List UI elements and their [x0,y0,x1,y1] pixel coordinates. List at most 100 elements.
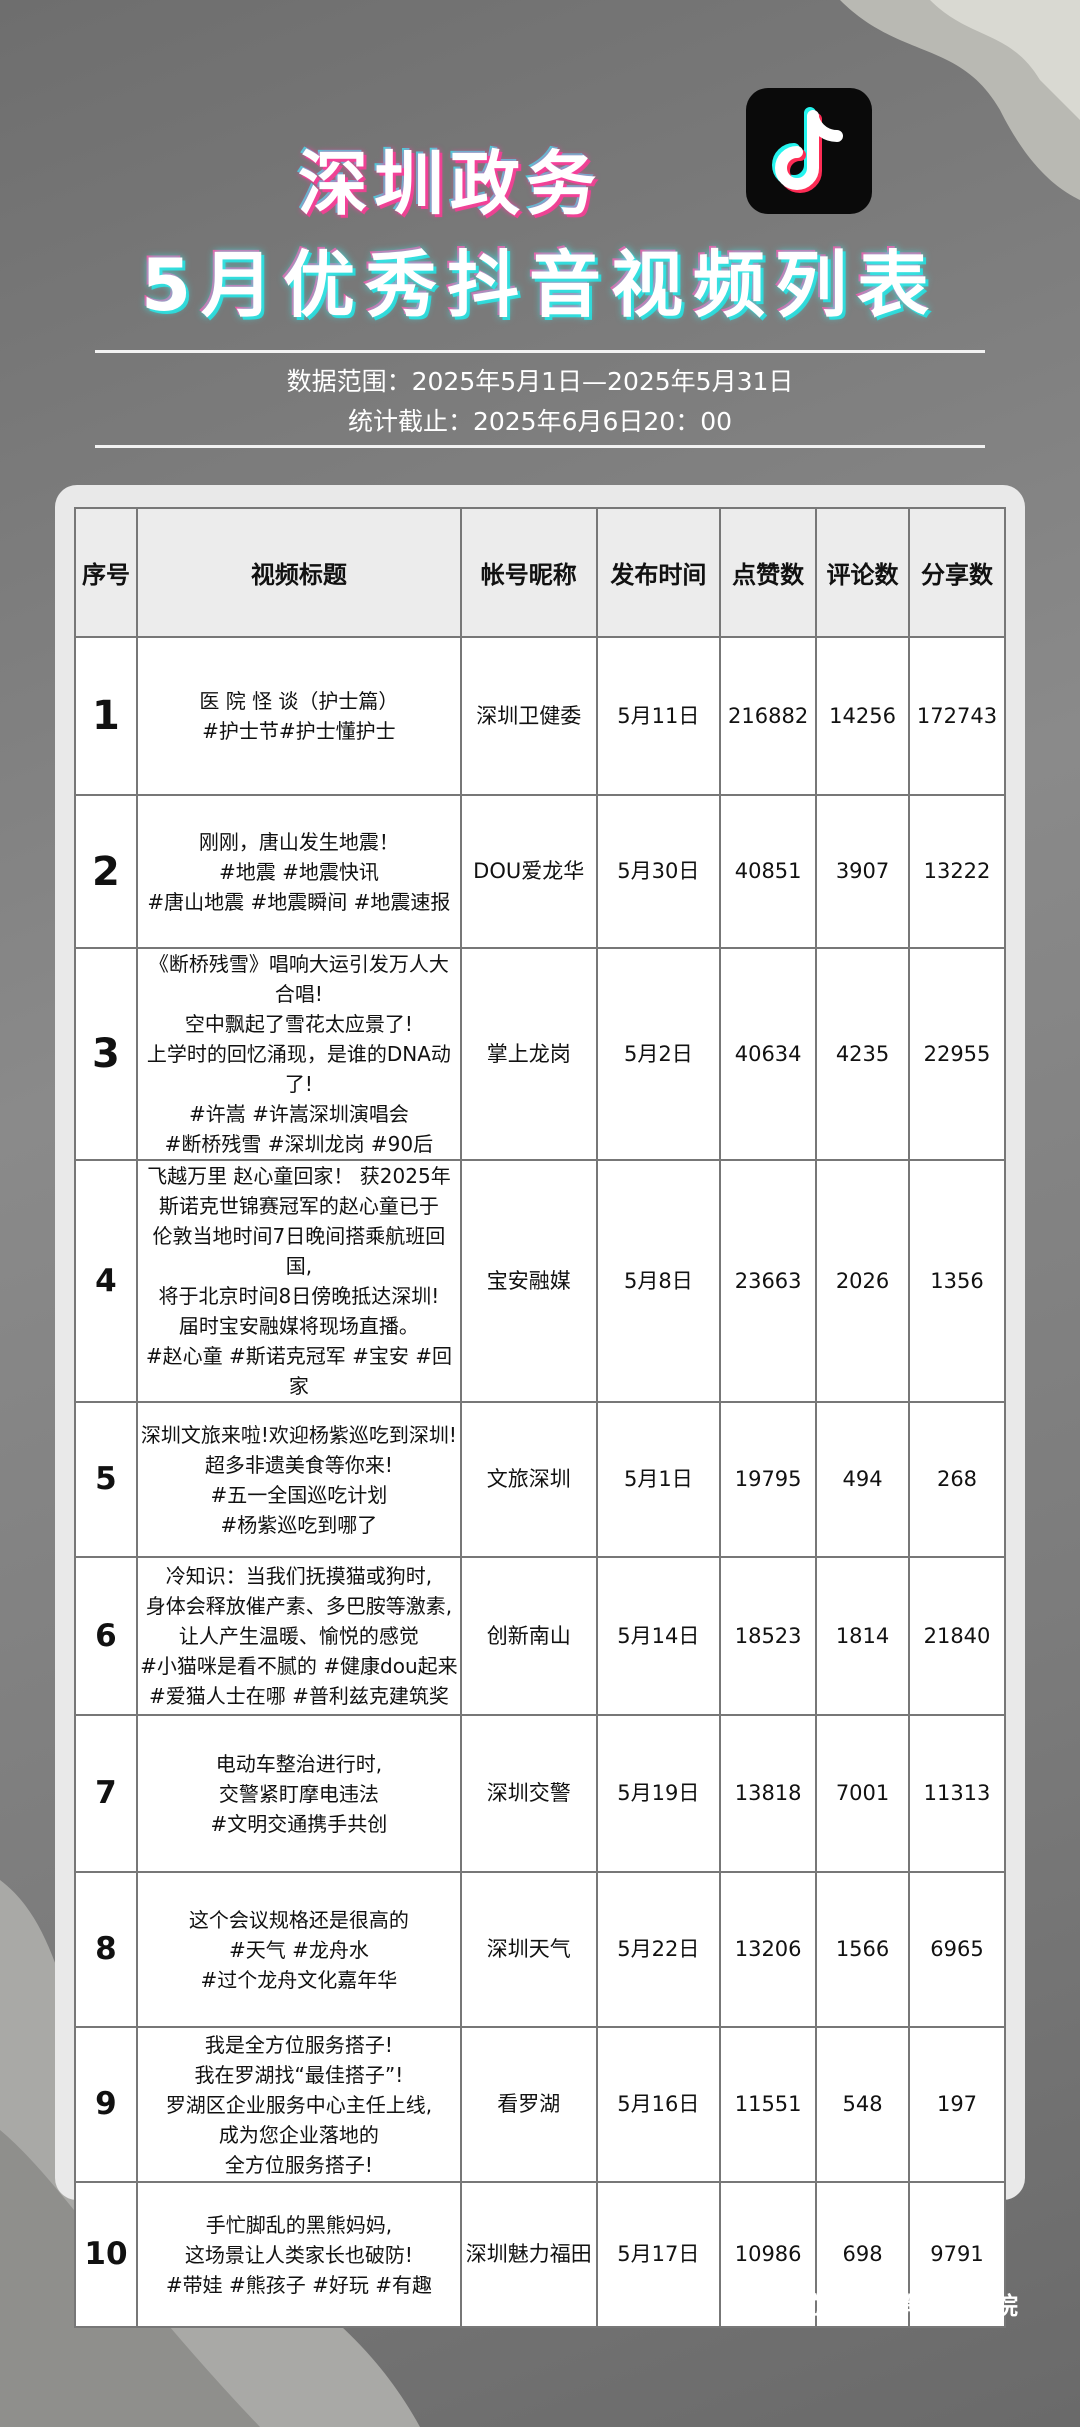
title-line: 飞越万里 赵心童回家！ 获2025年 [147,1164,451,1188]
tiktok-logo [746,88,872,214]
date-cell: 5月8日 [595,1159,722,1403]
table-row: 2 刚刚，唐山发生地震！ #地震 #地震快讯 #唐山地震 #地震瞬间 #地震速报 DOU… [74,794,1006,949]
title-line: 超多非遗美食等你来! [204,1452,393,1477]
likes-cell: 23663 [719,1159,818,1403]
account-cell: 掌上龙岗 [459,947,598,1161]
title-line: 交警紧盯摩电违法 [218,1781,379,1806]
date-cell: 5月1日 [595,1401,722,1558]
title-line: 刚刚，唐山发生地震！ [198,829,399,854]
title-line: #小猫咪是看不腻的 #健康dou起来 [140,1654,458,1678]
title-line: 这个会议规格还是很高的 [188,1907,409,1932]
title-line: #五一全国巡吃计划 [210,1482,388,1507]
decorative-wave-top [840,0,1080,200]
header-col-shares: 分享数 [908,507,1006,638]
shares-cell: 22955 [908,947,1006,1161]
rank-cell: 3 [74,947,138,1161]
title-cell: 医 院 怪 谈（护士篇） #护士节#护士懂护士 [135,636,462,796]
date-cell: 5月2日 [595,947,722,1161]
comments-cell: 7001 [815,1714,910,1873]
table-row: 8 这个会议规格还是很高的 #天气 #龙舟水 #过个龙舟文化嘉年华 深圳天气 5月22日 1… [74,1871,1006,2028]
title-line: 伦敦当地时间7日晚间搭乘航班回国, [152,1224,446,1278]
title-line: 这场景让人类家长也破防! [184,2242,413,2267]
likes-cell: 19795 [719,1401,818,1558]
comments-cell: 4235 [815,947,910,1161]
date-cell: 5月19日 [595,1714,722,1873]
title-line: 届时宝安融媒将现场直播。 [178,1314,419,1338]
rank-cell: 5 [74,1401,138,1558]
account-cell: 看罗湖 [459,2026,598,2183]
account-cell: 深圳卫健委 [459,636,598,796]
comments-cell: 1814 [815,1556,910,1716]
table-row: 3 《断桥残雪》唱响大运引发万人大合唱! 空中飘起了雪花太应景了! 上学时的回忆涌现，… [74,947,1006,1161]
table-row: 10 手忙脚乱的黑熊妈妈, 这场景让人类家长也破防! #带娃 #熊孩子 #好玩 #有趣… [74,2181,1006,2328]
shares-cell: 11313 [908,1714,1006,1873]
title-main: 深圳政务 [298,143,602,225]
shares-cell: 197 [908,2026,1006,2183]
likes-cell: 11551 [719,2026,818,2183]
account-cell: 深圳魅力福田 [459,2181,598,2328]
shares-cell: 13222 [908,794,1006,949]
title-line: #天气 #龙舟水 [228,1937,369,1962]
rank-cell: 6 [74,1556,138,1716]
likes-cell: 13818 [719,1714,818,1873]
shares-cell: 21840 [908,1556,1006,1716]
date-cell: 5月17日 [595,2181,722,2328]
title-cell: 冷知识：当我们抚摸猫或狗时, 身体会释放催产素、多巴胺等激素, 让人产生温暖、愉悦的… [135,1556,462,1716]
video-table: 序号 视频标题 帐号昵称 发布时间 点赞数 评论数 分享数 1 医 院 怪 谈（护士篇） #护士… [74,507,1006,2328]
title-line: #赵心童 #斯诺克冠军 #宝安 #回家 [145,1344,452,1398]
divider [95,350,985,353]
footer-credit: 出品单位 | 深圳舆情研究院 [728,2292,1018,2320]
title-sub: 5月优秀抖音视频列表 [140,243,940,327]
shares-cell: 1356 [908,1159,1006,1403]
header-col-title: 视频标题 [135,507,462,638]
title-line: 斯诺克世锦赛冠军的赵心童已于 [158,1194,439,1218]
title-line: 将于北京时间8日傍晚抵达深圳! [158,1284,440,1308]
title-line: #文明交通携手共创 [210,1811,388,1836]
title-line: #过个龙舟文化嘉年华 [200,1967,398,1992]
likes-cell: 10986 [719,2181,818,2328]
title-cell: 这个会议规格还是很高的 #天气 #龙舟水 #过个龙舟文化嘉年华 [135,1871,462,2028]
title-line: #断桥残雪 #深圳龙岗 #90后 [164,1132,434,1156]
title-line: 让人产生温暖、愉悦的感觉 [178,1624,419,1648]
title-line: #护士节#护士懂护士 [202,719,396,743]
title-cell: 《断桥残雪》唱响大运引发万人大合唱! 空中飘起了雪花太应景了! 上学时的回忆涌现，是… [135,947,462,1161]
account-cell: 创新南山 [459,1556,598,1716]
date-cell: 5月11日 [595,636,722,796]
table-row: 6 冷知识：当我们抚摸猫或狗时, 身体会释放催产素、多巴胺等激素, 让人产生温暖、愉悦… [74,1556,1006,1716]
comments-cell: 1566 [815,1871,910,2028]
likes-cell: 40634 [719,947,818,1161]
header-col-comments: 评论数 [815,507,910,638]
title-line: #爱猫人士在哪 #普利兹克建筑奖 [148,1684,449,1708]
title-line: #杨紫巡吃到哪了 [220,1512,378,1537]
title-line: 医 院 怪 谈（护士篇） [199,689,399,713]
title-line: 身体会释放催产素、多巴胺等激素, [145,1594,453,1618]
header-col-likes: 点赞数 [719,507,818,638]
table-row: 7 电动车整治进行时, 交警紧盯摩电违法 #文明交通携手共创 深圳交警 5月19日 1381… [74,1714,1006,1873]
shares-cell: 9791 [908,2181,1006,2328]
title-line: 手忙脚乱的黑熊妈妈, [205,2212,393,2237]
table-row: 5 深圳文旅来啦!欢迎杨紫巡吃到深圳! 超多非遗美食等你来! #五一全国巡吃计划 #杨紫… [74,1401,1006,1558]
likes-cell: 13206 [719,1871,818,2028]
rank-cell: 9 [74,2026,138,2183]
rank-cell: 8 [74,1871,138,2028]
rank-cell: 2 [74,794,138,949]
account-cell: 文旅深圳 [459,1401,598,1558]
comments-cell: 548 [815,2026,910,2183]
account-cell: DOU爱龙华 [459,794,598,949]
data-range: 数据范围：2025年5月1日—2025年5月31日 [286,367,794,396]
title-cell: 手忙脚乱的黑熊妈妈, 这场景让人类家长也破防! #带娃 #熊孩子 #好玩 #有趣 [135,2181,462,2328]
comments-cell: 3907 [815,794,910,949]
title-line: 罗湖区企业服务中心主任上线, [165,2092,433,2117]
rank-cell: 7 [74,1714,138,1873]
header-col-date: 发布时间 [595,507,722,638]
title-line: 电动车整治进行时, [215,1751,383,1776]
cutoff-time: 统计截止：2025年6月6日20：00 [347,407,733,436]
likes-cell: 40851 [719,794,818,949]
shares-cell: 6965 [908,1871,1006,2028]
tiktok-icon [772,107,843,193]
rank-cell: 10 [74,2181,138,2328]
date-cell: 5月30日 [595,794,722,949]
rank-cell: 4 [74,1159,138,1403]
comments-cell: 2026 [815,1159,910,1403]
